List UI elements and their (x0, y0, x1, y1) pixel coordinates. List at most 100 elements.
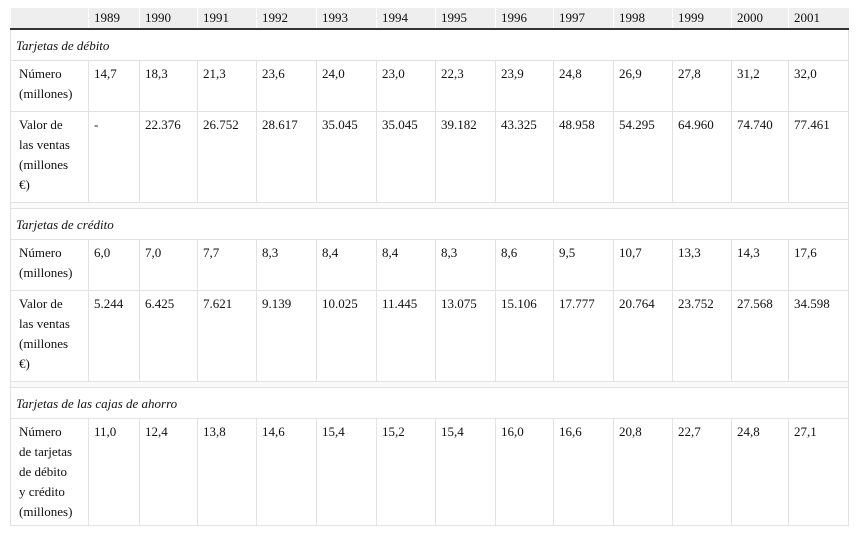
value-cell: 8,3 (435, 239, 496, 291)
section-header-row: Tarjetas de crédito (10, 208, 849, 240)
table-row: Número (millones) 6,0 7,0 7,7 8,3 8,4 8,4 8,3 8,6… (10, 239, 849, 291)
value-cell: 26,9 (613, 60, 673, 112)
value-cell: 8,4 (316, 239, 377, 291)
value-cell: 15.106 (495, 290, 554, 382)
row-label-line: de débito (19, 464, 68, 479)
value-cell: 15,4 (435, 418, 496, 526)
year-header: 1993 (316, 8, 377, 30)
row-label: Número (millones) (10, 60, 89, 112)
row-label-line: (millones (19, 336, 69, 351)
value-cell: 13,3 (672, 239, 732, 291)
value-cell: 23,6 (256, 60, 317, 112)
card-statistics-table: 1989 1990 1991 1992 1993 1994 1995 1996 1997 1998… (10, 8, 849, 526)
value-cell: 15,2 (376, 418, 436, 526)
year-header: 1998 (613, 8, 673, 30)
value-cell: 8,4 (376, 239, 436, 291)
value-cell: 74.740 (731, 111, 789, 203)
row-label: Valor de las ventas (millones €) (10, 111, 89, 203)
value-cell: 7.621 (197, 290, 257, 382)
value-cell: 35.045 (376, 111, 436, 203)
year-header: 1996 (495, 8, 554, 30)
value-cell: 23.752 (672, 290, 732, 382)
row-label-line: Número (19, 424, 62, 439)
year-header: 1994 (376, 8, 436, 30)
row-label-line: las ventas (19, 316, 70, 331)
value-cell: 23,0 (376, 60, 436, 112)
year-header: 2000 (731, 8, 789, 30)
value-cell: 13,8 (197, 418, 257, 526)
row-label-line: Valor de (19, 117, 63, 132)
value-cell: 11,0 (88, 418, 140, 526)
value-cell: 17.777 (553, 290, 614, 382)
value-cell: 24,0 (316, 60, 377, 112)
year-header: 1997 (553, 8, 614, 30)
value-cell: 8,6 (495, 239, 554, 291)
value-cell: 24,8 (731, 418, 789, 526)
value-cell: 6,0 (88, 239, 140, 291)
year-header: 2001 (788, 8, 849, 30)
year-header: 1991 (197, 8, 257, 30)
value-cell: 13.075 (435, 290, 496, 382)
section-header-row: Tarjetas de las cajas de ahorro (10, 387, 849, 419)
value-cell: 26.752 (197, 111, 257, 203)
value-cell: 54.295 (613, 111, 673, 203)
row-label: Número de tarjetas de débito y crédito (mill… (10, 418, 89, 526)
value-cell: 9,5 (553, 239, 614, 291)
row-label-line: (millones) (19, 504, 73, 519)
section-title: Tarjetas de crédito (10, 208, 849, 240)
year-header: 1990 (139, 8, 198, 30)
value-cell: 31,2 (731, 60, 789, 112)
year-header-row: 1989 1990 1991 1992 1993 1994 1995 1996 1997 1998… (10, 8, 849, 30)
section-title: Tarjetas de las cajas de ahorro (10, 387, 849, 419)
value-cell: - (88, 111, 140, 203)
value-cell: 22.376 (139, 111, 198, 203)
value-cell: 17,6 (788, 239, 849, 291)
value-cell: 7,0 (139, 239, 198, 291)
value-cell: 12,4 (139, 418, 198, 526)
year-header: 1999 (672, 8, 732, 30)
value-cell: 22,3 (435, 60, 496, 112)
value-cell: 15,4 (316, 418, 377, 526)
value-cell: 11.445 (376, 290, 436, 382)
row-label-line: €) (19, 177, 30, 192)
value-cell: 5.244 (88, 290, 140, 382)
value-cell: 18,3 (139, 60, 198, 112)
row-label-line: Valor de (19, 296, 63, 311)
value-cell: 64.960 (672, 111, 732, 203)
value-cell: 10.025 (316, 290, 377, 382)
row-label-line: las ventas (19, 137, 70, 152)
row-label-line: y crédito (19, 484, 65, 499)
row-label: Valor de las ventas (millones €) (10, 290, 89, 382)
year-header: 1992 (256, 8, 317, 30)
row-label-line: (millones) (19, 86, 73, 101)
value-cell: 21,3 (197, 60, 257, 112)
row-label-line: de tarjetas (19, 444, 73, 459)
value-cell: 14,3 (731, 239, 789, 291)
table-row: Número de tarjetas de débito y crédito (mill… (10, 418, 849, 526)
value-cell: 16,0 (495, 418, 554, 526)
row-label-line: €) (19, 356, 30, 371)
value-cell: 28.617 (256, 111, 317, 203)
row-label: Número (millones) (10, 239, 89, 291)
value-cell: 24,8 (553, 60, 614, 112)
value-cell: 20.764 (613, 290, 673, 382)
row-label-line: Número (19, 66, 62, 81)
value-cell: 34.598 (788, 290, 849, 382)
table-row: Número (millones) 14,7 18,3 21,3 23,6 24,0 23,0… (10, 60, 849, 112)
value-cell: 27.568 (731, 290, 789, 382)
value-cell: 14,6 (256, 418, 317, 526)
value-cell: 77.461 (788, 111, 849, 203)
row-label-line: (millones) (19, 265, 73, 280)
section-title: Tarjetas de débito (10, 28, 849, 61)
value-cell: 16,6 (553, 418, 614, 526)
value-cell: 22,7 (672, 418, 732, 526)
value-cell: 27,8 (672, 60, 732, 112)
value-cell: 35.045 (316, 111, 377, 203)
value-cell: 48.958 (553, 111, 614, 203)
value-cell: 6.425 (139, 290, 198, 382)
year-header: 1989 (88, 8, 140, 30)
value-cell: 43.325 (495, 111, 554, 203)
value-cell: 23,9 (495, 60, 554, 112)
value-cell: 39.182 (435, 111, 496, 203)
row-label-line: Número (19, 245, 62, 260)
